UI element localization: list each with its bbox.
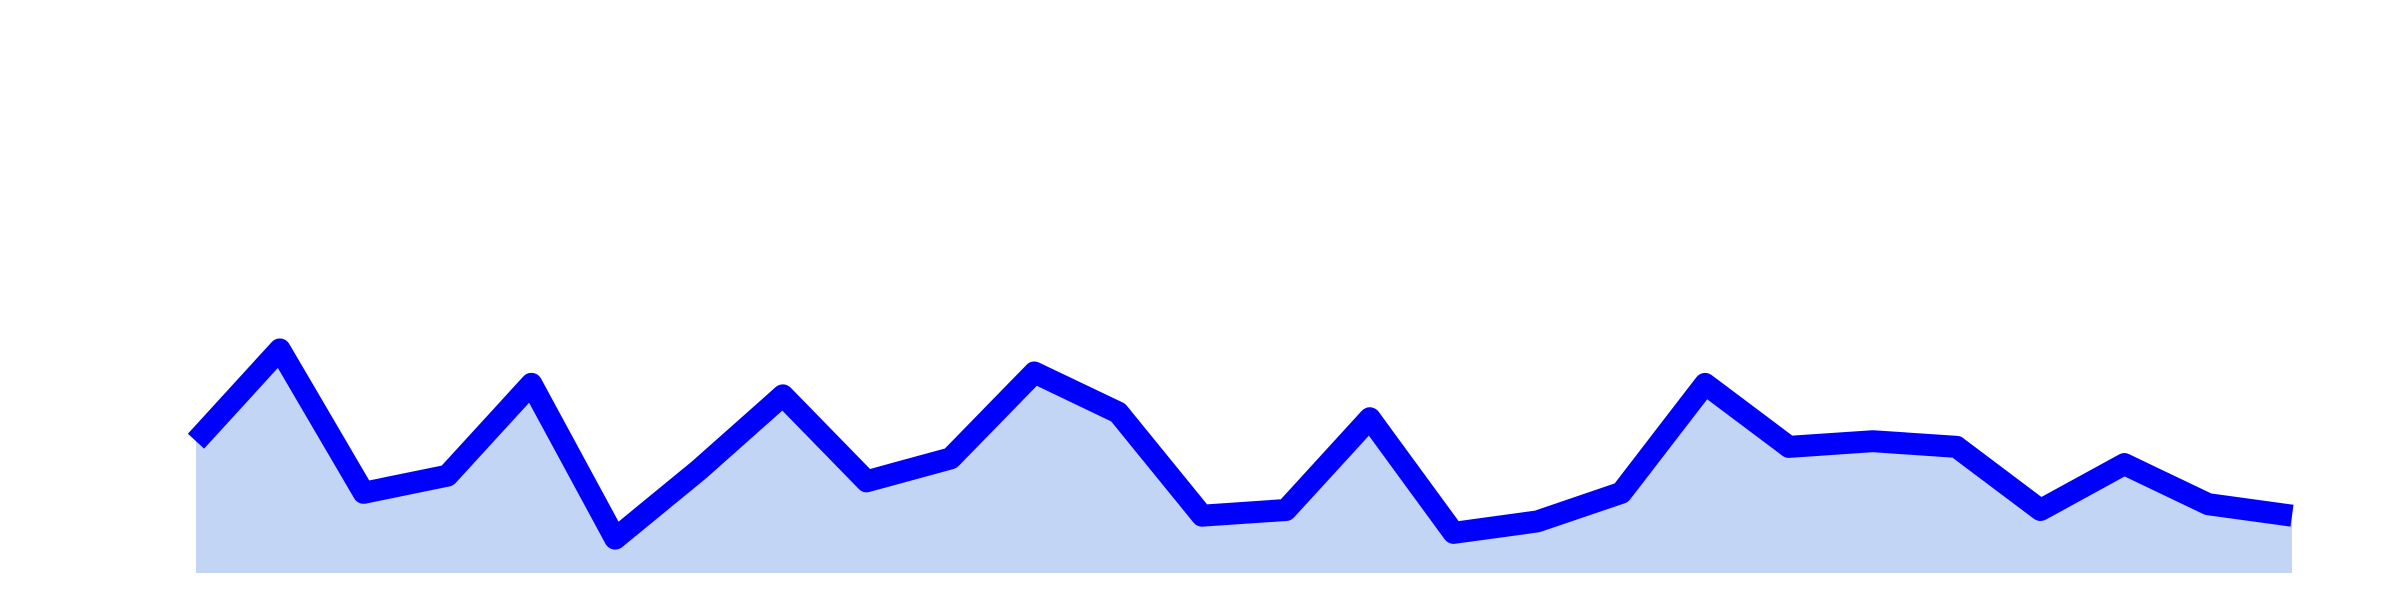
series-0-area-fill [196,349,2292,573]
plot-area [187,338,2294,573]
series-0-line [187,338,2294,550]
